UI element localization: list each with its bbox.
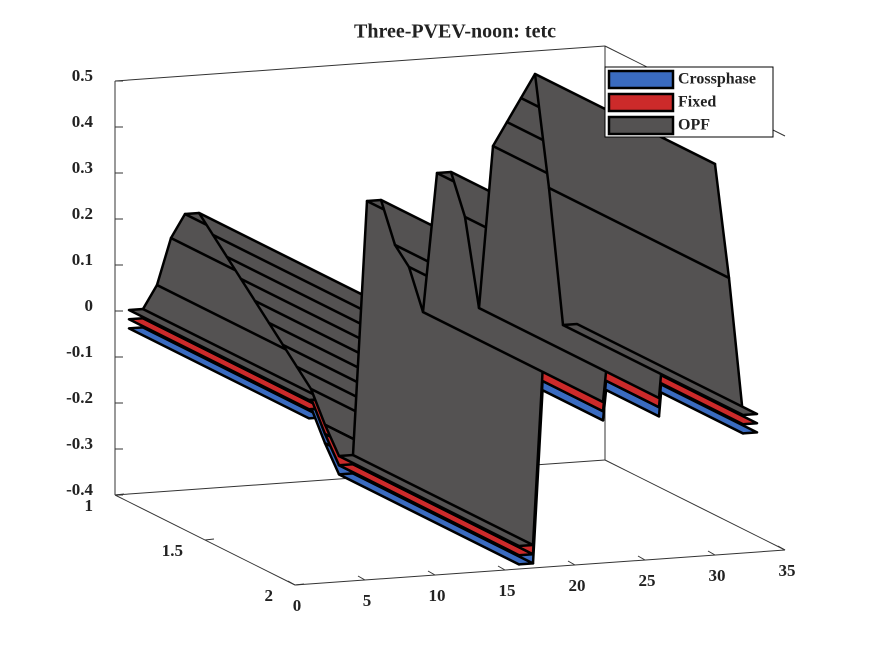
x-tick (707, 550, 716, 556)
chart-title: Three-PVEV-noon: tetc (354, 21, 556, 43)
z-tick-label: 0.5 (72, 66, 93, 85)
x-tick (427, 570, 436, 576)
legend-label: OPF (678, 117, 710, 134)
y-tick-label: 2 (265, 586, 274, 605)
z-tick-label: -0.1 (66, 342, 93, 361)
x-tick-label: 25 (639, 571, 656, 590)
legend-swatch (607, 92, 675, 113)
y-tick (294, 583, 305, 586)
z-tick-label: 0.3 (72, 158, 93, 177)
x-tick-label: 20 (569, 576, 586, 595)
z-tick-label: -0.3 (66, 434, 93, 453)
x-tick (637, 555, 646, 561)
z-tick-label: 0.1 (72, 250, 93, 269)
x-tick (357, 575, 366, 581)
x-tick (567, 560, 576, 566)
z-tick-label: 0.2 (72, 204, 93, 223)
y-tick (114, 493, 125, 496)
x-tick-label: 15 (499, 581, 516, 600)
z-tick-label: 0.4 (72, 112, 94, 131)
y-tick-label: 1.5 (162, 541, 183, 560)
z-tick-label: -0.4 (66, 480, 93, 499)
x-tick-label: 30 (709, 566, 726, 585)
axis-box-edge (604, 459, 786, 551)
surface-patch (561, 322, 759, 417)
axis-box-edge (114, 45, 606, 82)
x-tick-label: 35 (779, 561, 796, 580)
y-tick (204, 538, 215, 541)
legend: Crossphase Fixed OPF (604, 66, 774, 138)
axis-box-edge (294, 549, 786, 586)
x-tick (287, 580, 296, 586)
x-tick-label: 10 (429, 586, 446, 605)
x-tick-label: 0 (293, 596, 302, 615)
legend-label: Fixed (678, 94, 716, 111)
x-tick (497, 565, 506, 571)
z-tick-label: -0.2 (66, 388, 93, 407)
legend-swatch (607, 115, 675, 136)
x-tick (777, 545, 786, 551)
y-tick-label: 1 (85, 496, 94, 515)
z-tick-label: 0 (85, 296, 94, 315)
legend-label: Crossphase (678, 71, 756, 88)
legend-swatch (607, 69, 675, 90)
x-tick-label: 5 (363, 591, 372, 610)
